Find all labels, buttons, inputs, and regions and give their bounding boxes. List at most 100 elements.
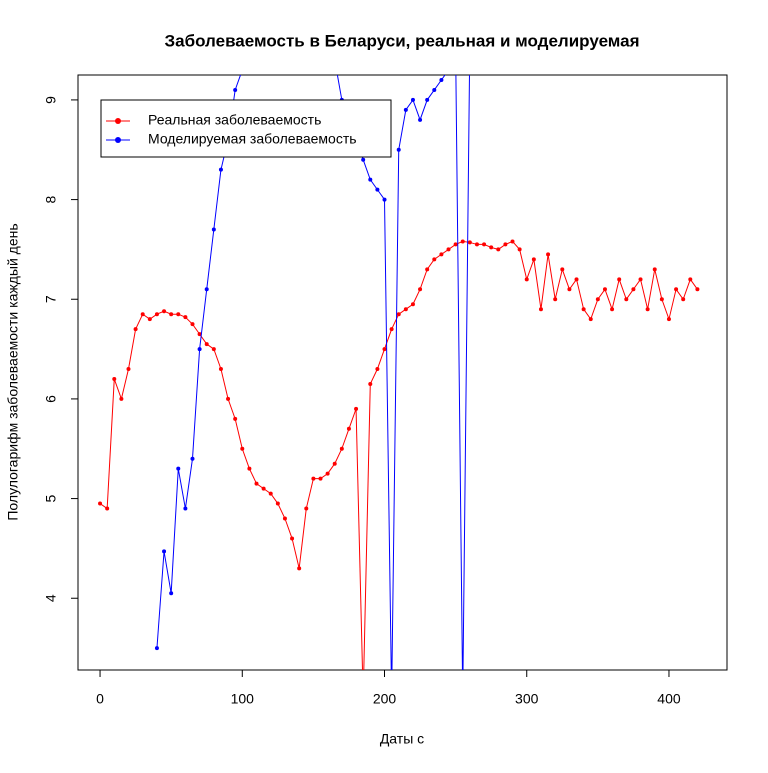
data-point: [197, 332, 202, 337]
data-point: [382, 347, 387, 352]
data-point: [346, 426, 351, 431]
data-point: [460, 239, 465, 244]
y-tick-label: 7: [43, 295, 59, 303]
x-tick-label: 0: [96, 691, 104, 707]
data-point: [645, 307, 650, 312]
data-point: [546, 252, 551, 257]
data-point: [695, 287, 700, 292]
x-axis-label: Даты с: [380, 731, 424, 747]
data-point: [389, 327, 394, 332]
y-tick-label: 9: [43, 96, 59, 104]
y-axis-label: Полулогарифм заболеваемости каждый день: [5, 223, 21, 520]
legend-marker: [115, 137, 121, 143]
data-point: [560, 267, 565, 272]
data-point: [503, 242, 508, 247]
data-point: [567, 287, 572, 292]
data-point: [361, 157, 366, 162]
data-point: [126, 367, 131, 372]
data-point: [396, 312, 401, 317]
data-point: [432, 257, 437, 262]
data-point: [403, 107, 408, 112]
series-line: [156, 75, 470, 670]
data-point: [119, 396, 124, 401]
data-point: [439, 252, 444, 257]
data-point: [190, 322, 195, 327]
data-point: [524, 277, 529, 282]
data-point: [588, 317, 593, 322]
data-point: [674, 287, 679, 292]
data-point: [98, 501, 103, 506]
legend-box: [100, 99, 392, 158]
data-point: [290, 536, 295, 541]
data-point: [183, 506, 188, 511]
data-point: [425, 97, 430, 102]
data-point: [268, 491, 273, 496]
series-line: [99, 240, 698, 670]
data-point: [176, 466, 181, 471]
data-point: [233, 87, 238, 92]
legend-label: Моделируемая заболеваемость: [148, 131, 357, 147]
data-point: [354, 406, 359, 411]
data-point: [666, 317, 671, 322]
data-point: [496, 247, 501, 252]
data-point: [133, 327, 138, 332]
data-point: [226, 396, 231, 401]
y-tick-label: 8: [43, 195, 59, 203]
data-point: [147, 317, 152, 322]
data-point: [382, 197, 387, 202]
legend-marker: [115, 118, 121, 124]
y-tick-label: 5: [43, 494, 59, 502]
data-point: [332, 461, 337, 466]
data-point: [105, 506, 110, 511]
x-tick-label: 400: [657, 691, 681, 707]
data-point: [140, 312, 145, 317]
plot-frame: [77, 74, 728, 671]
data-point: [333, 58, 337, 62]
data-point: [361, 696, 365, 700]
plot-area: [98, 18, 700, 700]
data-point: [211, 227, 216, 232]
data-point: [375, 367, 380, 372]
data-point: [602, 287, 607, 292]
data-point: [240, 68, 244, 72]
data-point: [204, 342, 209, 347]
data-point: [610, 307, 615, 312]
data-point: [467, 240, 472, 245]
data-point: [461, 696, 465, 700]
data-point: [240, 446, 245, 451]
data-point: [162, 309, 167, 314]
data-point: [410, 302, 415, 307]
data-point: [339, 446, 344, 451]
data-point: [418, 117, 423, 122]
data-point: [211, 347, 216, 352]
data-point: [233, 416, 238, 421]
data-point: [169, 591, 174, 596]
data-point: [624, 297, 629, 302]
data-point: [368, 177, 373, 182]
data-point: [276, 18, 280, 22]
data-point: [183, 315, 188, 320]
data-point: [446, 247, 451, 252]
data-point: [282, 516, 287, 521]
data-point: [403, 307, 408, 312]
data-point: [638, 277, 643, 282]
data-point: [474, 242, 479, 247]
y-tick-label: 4: [43, 594, 59, 602]
data-point: [659, 297, 664, 302]
data-point: [375, 187, 380, 192]
data-point: [425, 267, 430, 272]
y-tick-label: 6: [43, 395, 59, 403]
data-point: [482, 242, 487, 247]
data-point: [432, 87, 437, 92]
data-point: [311, 476, 316, 481]
x-tick-label: 200: [373, 691, 397, 707]
data-point: [176, 312, 181, 317]
data-point: [154, 646, 159, 651]
data-point: [574, 277, 579, 282]
data-point: [197, 347, 202, 352]
data-point: [410, 97, 415, 102]
data-point: [204, 287, 209, 292]
data-point: [517, 247, 522, 252]
data-point: [154, 312, 159, 317]
